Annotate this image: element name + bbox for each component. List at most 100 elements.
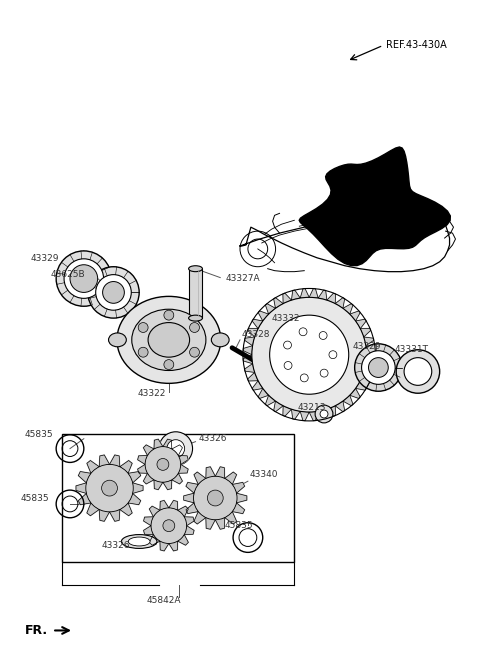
Circle shape [299,328,307,336]
Polygon shape [169,501,178,510]
Circle shape [361,351,395,384]
Circle shape [164,359,174,369]
Text: 43329: 43329 [353,342,381,351]
Polygon shape [356,319,366,329]
Polygon shape [78,493,91,504]
Polygon shape [364,363,374,373]
Polygon shape [186,503,198,514]
Polygon shape [186,482,198,493]
Polygon shape [132,483,143,493]
Polygon shape [194,472,206,484]
Circle shape [193,476,237,520]
Circle shape [159,432,192,465]
Polygon shape [265,395,276,405]
Polygon shape [87,461,99,474]
Polygon shape [350,388,360,398]
Circle shape [320,369,328,377]
Circle shape [207,490,223,506]
Polygon shape [265,304,276,314]
Circle shape [88,267,139,318]
Ellipse shape [128,537,150,546]
Text: 45835: 45835 [224,521,253,530]
Polygon shape [343,395,353,405]
Polygon shape [343,304,353,314]
Ellipse shape [148,323,190,357]
Polygon shape [109,455,120,467]
Bar [62,434,294,562]
Polygon shape [160,501,169,510]
Polygon shape [87,503,99,516]
Polygon shape [327,293,336,304]
Polygon shape [128,472,141,483]
Text: FR.: FR. [24,624,48,637]
Polygon shape [356,380,366,390]
Polygon shape [184,517,194,525]
Text: 43328: 43328 [242,331,270,339]
Circle shape [315,405,333,423]
Text: 45842A: 45842A [146,596,180,605]
Polygon shape [300,289,309,298]
Polygon shape [144,517,154,525]
Polygon shape [258,311,269,321]
Polygon shape [243,346,252,355]
Polygon shape [309,411,318,420]
Circle shape [138,323,148,333]
Polygon shape [184,493,194,503]
Polygon shape [366,355,375,363]
Circle shape [96,275,131,310]
Polygon shape [178,535,188,545]
Circle shape [284,361,292,369]
Text: 43326: 43326 [199,434,227,443]
Polygon shape [76,483,86,493]
Text: 43322: 43322 [137,389,166,398]
Polygon shape [109,510,120,522]
Ellipse shape [189,315,203,321]
Polygon shape [154,480,163,489]
Circle shape [167,440,185,457]
Polygon shape [364,337,374,346]
Ellipse shape [108,333,126,347]
Polygon shape [163,439,172,449]
Polygon shape [154,439,163,449]
Polygon shape [366,346,375,355]
Polygon shape [360,373,371,381]
Polygon shape [309,289,318,298]
Circle shape [102,480,118,496]
Polygon shape [300,411,309,420]
Polygon shape [120,503,132,516]
Polygon shape [178,455,188,464]
Circle shape [404,358,432,385]
Circle shape [252,297,367,412]
Polygon shape [178,506,188,517]
Circle shape [163,520,175,531]
Polygon shape [184,525,194,535]
Polygon shape [360,329,371,337]
Polygon shape [252,380,263,390]
Circle shape [56,251,111,306]
Polygon shape [172,445,182,455]
Polygon shape [120,461,132,474]
Polygon shape [99,455,109,467]
Ellipse shape [189,266,203,272]
Polygon shape [128,493,141,504]
Polygon shape [248,329,258,337]
Circle shape [320,410,328,418]
Polygon shape [335,401,345,412]
Polygon shape [225,512,237,524]
Polygon shape [245,363,255,373]
Polygon shape [225,472,237,484]
Circle shape [284,341,291,349]
Circle shape [369,358,388,377]
Text: 43327A: 43327A [225,274,260,283]
Circle shape [70,265,97,293]
Polygon shape [299,147,450,266]
Text: 43213: 43213 [297,403,326,411]
Polygon shape [243,355,252,363]
Ellipse shape [117,297,221,383]
Polygon shape [206,518,216,529]
Circle shape [151,508,187,543]
Ellipse shape [121,535,157,548]
Polygon shape [291,409,300,419]
Polygon shape [291,290,300,300]
Polygon shape [258,388,269,398]
